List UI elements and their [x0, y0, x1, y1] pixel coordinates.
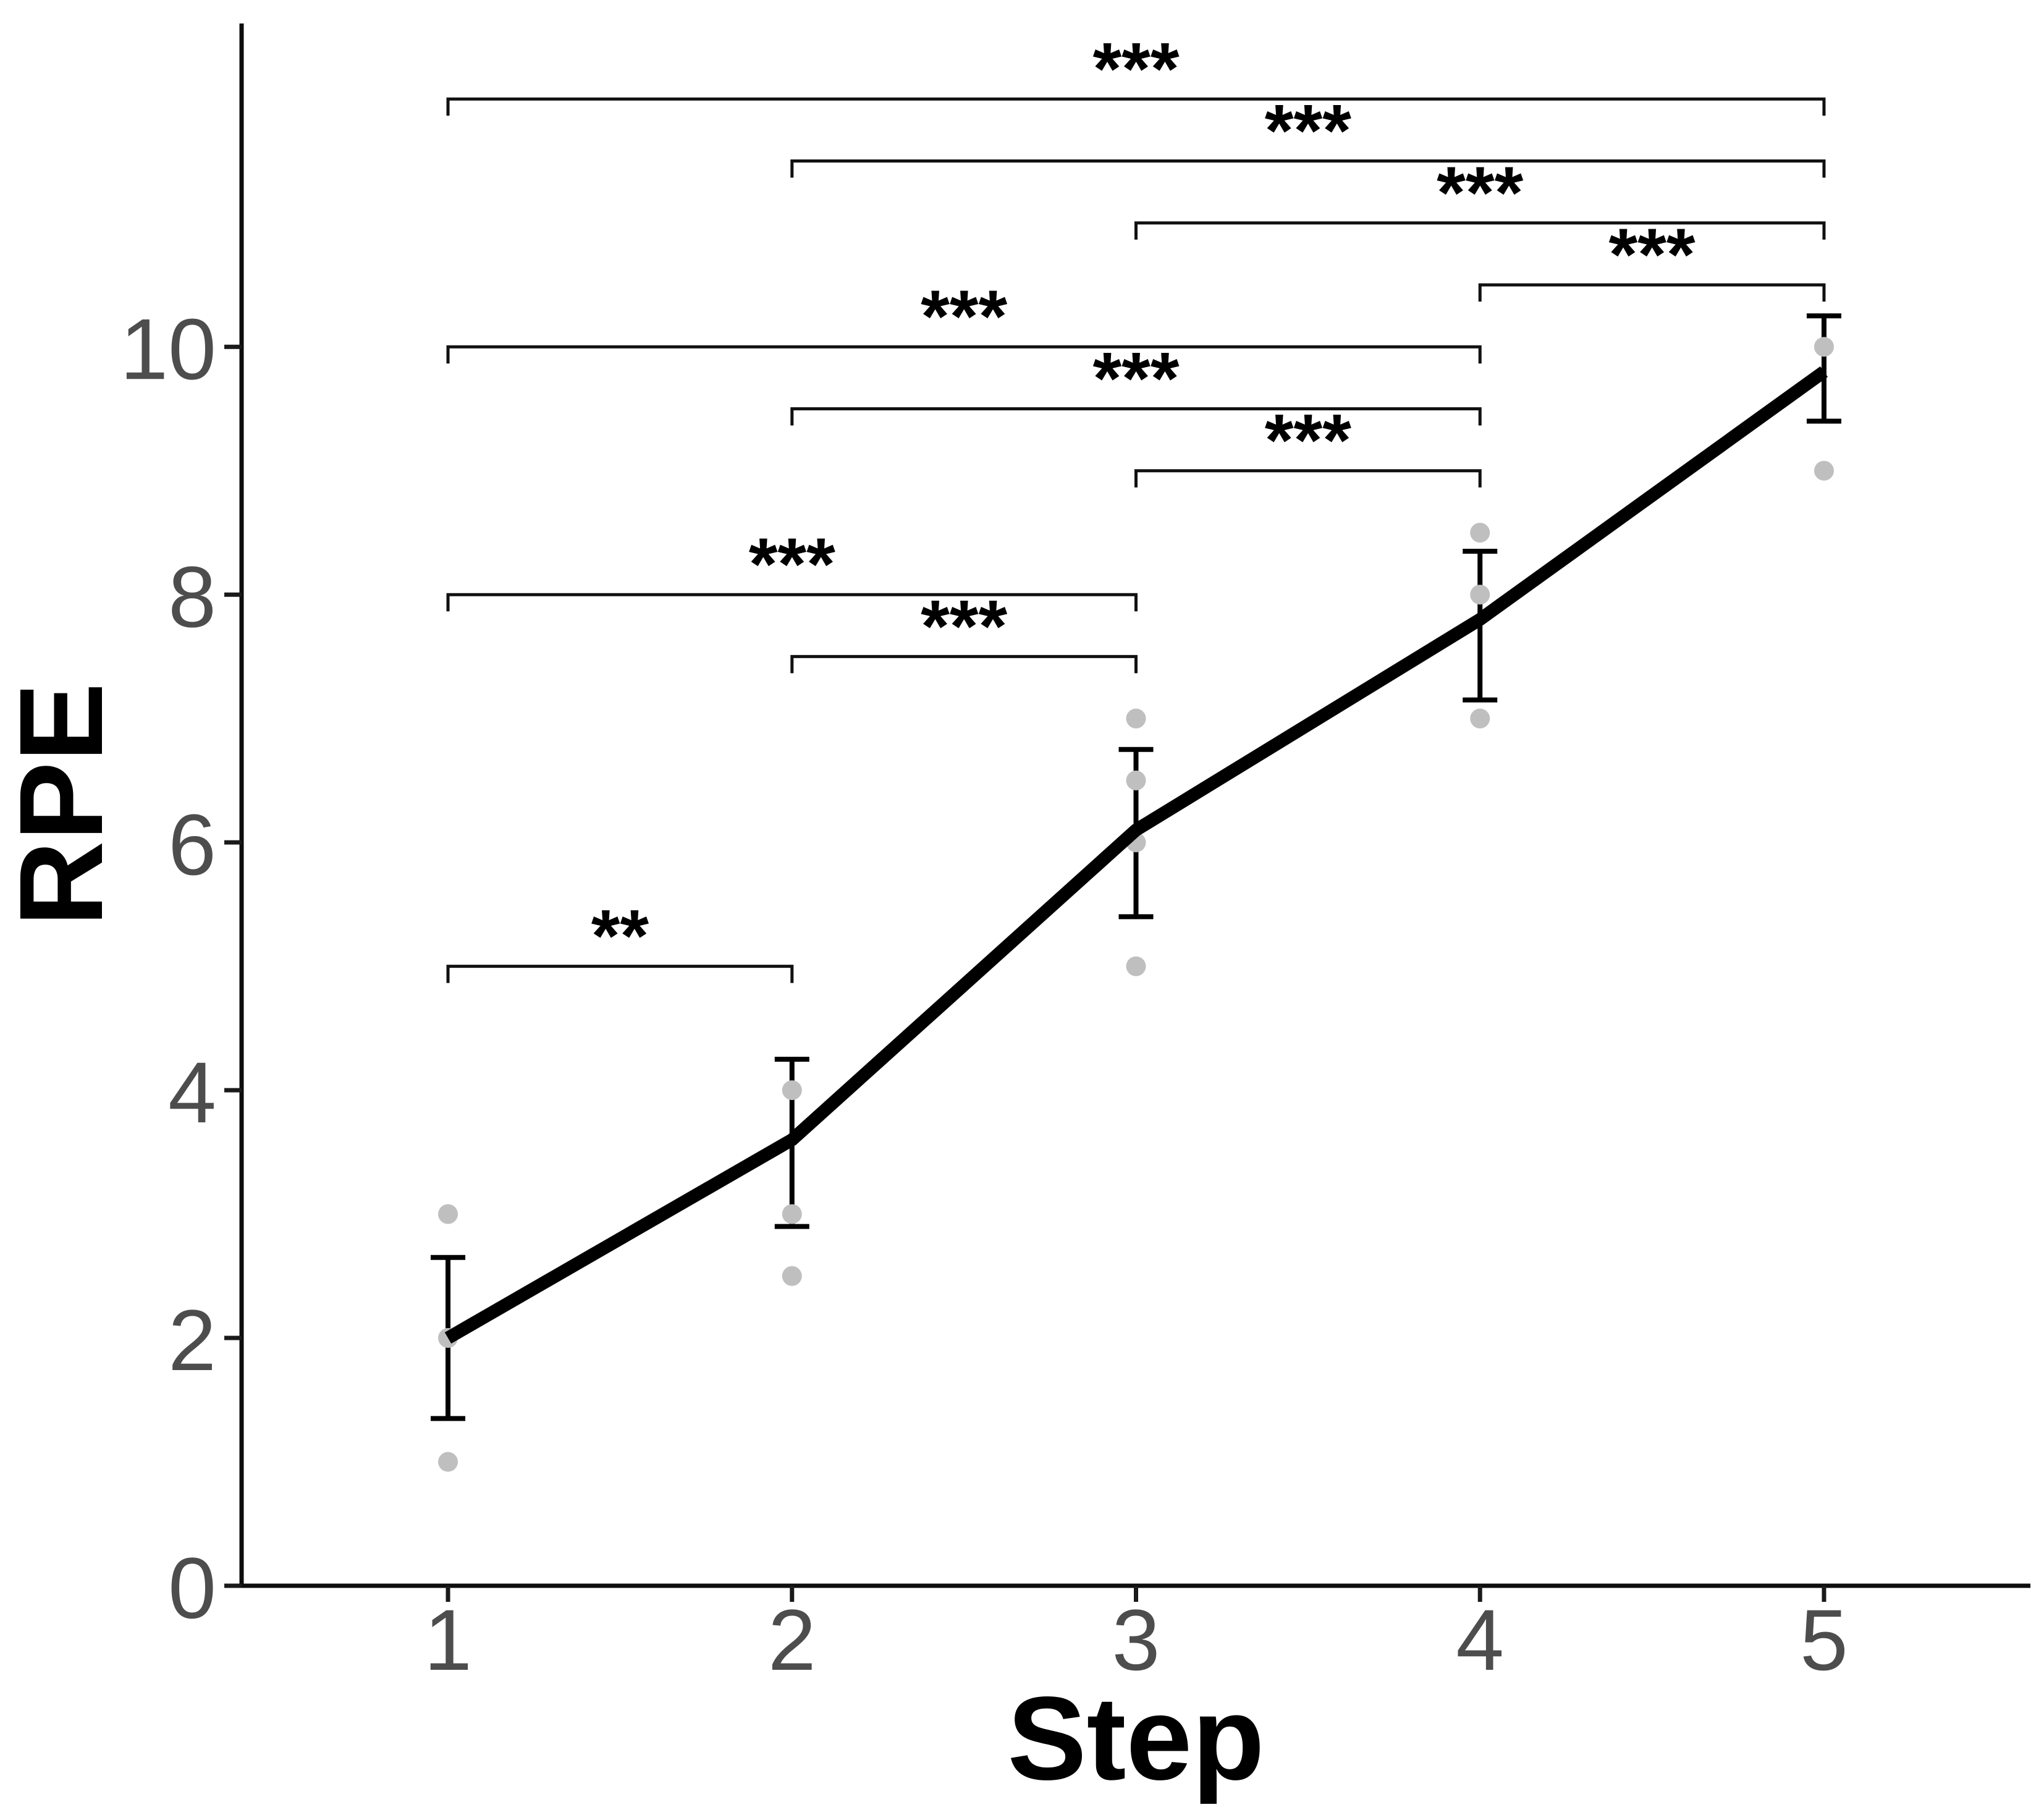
- y-tick-label-6: 6: [168, 796, 216, 893]
- sig-label-2-3: ***: [921, 585, 1007, 667]
- sig-label-1-5: ***: [1092, 27, 1179, 110]
- individual-data-points: [438, 337, 1834, 1472]
- sig-label-4-5: ***: [1609, 213, 1696, 296]
- x-axis-ticks: 1 2 3 4 5: [424, 1586, 1848, 1688]
- sig-bracket-1-5: [446, 97, 1826, 116]
- data-point: [782, 1204, 802, 1224]
- sig-bracket-2-4: [790, 407, 1482, 426]
- x-tick-label-4: 4: [1456, 1591, 1504, 1688]
- sig-label-3-4: ***: [1265, 399, 1351, 482]
- sig-bracket-4-5: [1478, 283, 1826, 302]
- data-point: [438, 1204, 458, 1224]
- mean-line: [444, 366, 1828, 1344]
- y-tick-label-0: 0: [168, 1539, 216, 1636]
- sig-bracket-2-3: [790, 654, 1138, 674]
- sig-bracket-1-3: [446, 593, 1138, 612]
- y-tick-label-8: 8: [168, 548, 216, 645]
- data-point: [438, 1452, 458, 1472]
- data-point: [1470, 708, 1490, 729]
- data-point: [1126, 770, 1146, 790]
- data-point: [1814, 460, 1834, 481]
- sig-label-2-4: ***: [1092, 337, 1179, 420]
- x-tick-label-1: 1: [424, 1591, 472, 1688]
- sig-label-1-3: ***: [749, 523, 835, 606]
- data-point: [1470, 522, 1490, 543]
- sig-label-3-5: ***: [1437, 151, 1523, 234]
- data-point: [782, 1266, 802, 1286]
- data-point: [782, 1080, 802, 1101]
- data-point: [1126, 708, 1146, 729]
- x-axis-title: Step: [1007, 1672, 1264, 1805]
- x-tick-label-5: 5: [1800, 1591, 1848, 1688]
- y-axis-title: RPE: [0, 683, 127, 927]
- y-axis-ticks: 0 2 4 6 8 10: [120, 300, 242, 1636]
- y-tick-label-10: 10: [120, 300, 216, 397]
- data-point: [1470, 585, 1490, 605]
- sig-label-1-4: ***: [921, 275, 1007, 358]
- significance-brackets: *****************************: [446, 27, 1826, 983]
- y-tick-label-2: 2: [168, 1292, 216, 1389]
- sig-bracket-2-5: [790, 159, 1826, 178]
- sig-label-2-5: ***: [1265, 90, 1351, 172]
- sig-bracket-1-2: [446, 965, 794, 983]
- y-tick-label-4: 4: [168, 1044, 216, 1141]
- x-tick-label-2: 2: [768, 1591, 816, 1688]
- x-tick-label-3: 3: [1112, 1591, 1160, 1688]
- sig-label-1-2: **: [591, 895, 649, 978]
- data-point: [1814, 337, 1834, 357]
- sig-bracket-1-4: [446, 345, 1482, 364]
- sig-bracket-3-4: [1134, 469, 1482, 488]
- data-point: [1126, 956, 1146, 976]
- sig-bracket-3-5: [1134, 221, 1826, 240]
